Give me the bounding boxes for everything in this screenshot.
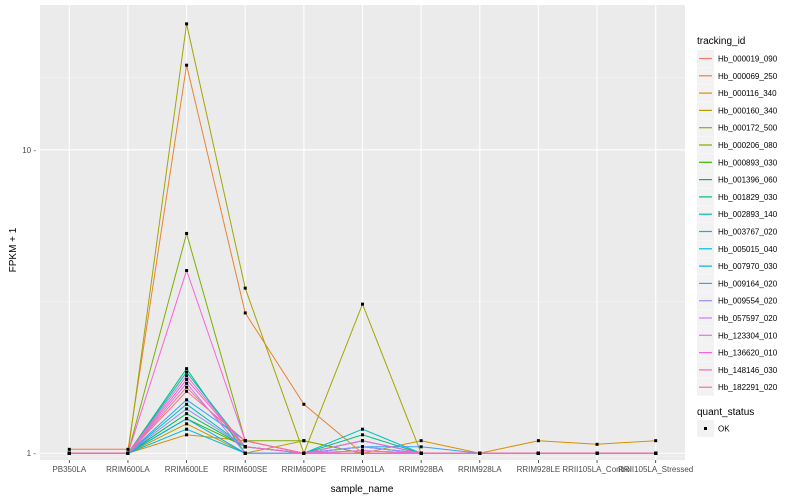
data-point bbox=[243, 445, 247, 449]
data-point bbox=[185, 417, 189, 421]
point-legend-swatch bbox=[704, 427, 707, 430]
x-tick-label: RRIM901LA bbox=[341, 465, 385, 474]
y-axis-title: FPKM + 1 bbox=[8, 227, 19, 272]
data-point bbox=[419, 439, 423, 443]
legend-label: Hb_148146_030 bbox=[718, 366, 778, 375]
x-tick-label: RRIM600PE bbox=[282, 465, 326, 474]
legend-label: Hb_000172_500 bbox=[718, 124, 778, 133]
data-point bbox=[302, 439, 306, 443]
data-point bbox=[419, 445, 423, 449]
data-point bbox=[185, 22, 189, 26]
data-point bbox=[185, 407, 189, 411]
x-tick-label: RRII105LA_Stressed bbox=[618, 465, 693, 474]
legend-label: Hb_057597_020 bbox=[718, 314, 778, 323]
data-point bbox=[478, 451, 482, 455]
grid-lines bbox=[40, 5, 685, 460]
y-tick-label: 10 - bbox=[22, 146, 36, 155]
data-point bbox=[361, 302, 364, 306]
point-legend-items: OK bbox=[697, 420, 730, 437]
legend-label: Hb_001396_060 bbox=[718, 176, 778, 185]
point-legend-label: OK bbox=[718, 425, 730, 434]
data-point bbox=[243, 286, 247, 290]
data-point bbox=[67, 447, 71, 451]
legend-label: Hb_007970_030 bbox=[718, 262, 778, 271]
data-point bbox=[185, 231, 189, 235]
legend-label: Hb_009164_020 bbox=[718, 279, 778, 288]
data-point bbox=[361, 433, 364, 437]
legend-label: Hb_000116_340 bbox=[718, 89, 777, 98]
data-point bbox=[185, 398, 189, 402]
data-point bbox=[185, 389, 189, 393]
y-axis-ticks: 1 - 10 - bbox=[22, 146, 36, 458]
data-point bbox=[536, 451, 540, 455]
data-point bbox=[361, 439, 364, 443]
legend-label: Hb_000893_030 bbox=[718, 158, 778, 167]
legend-label: Hb_000206_080 bbox=[718, 141, 778, 150]
data-point bbox=[126, 447, 130, 451]
x-tick-label: RRIM600SE bbox=[223, 465, 267, 474]
data-point bbox=[361, 427, 364, 431]
legend-items: Hb_000019_090 Hb_000069_250 Hb_000116_340 H… bbox=[697, 50, 778, 396]
data-point bbox=[185, 63, 189, 67]
point-legend-title: quant_status bbox=[697, 407, 754, 418]
x-tick-label: RRII105LA_Control bbox=[562, 465, 632, 474]
data-point bbox=[536, 439, 540, 443]
x-tick-label: RRIM928LE bbox=[517, 465, 561, 474]
x-tick-label: RRIM600LE bbox=[165, 465, 209, 474]
data-point bbox=[361, 451, 364, 455]
legend-label: Hb_123304_010 bbox=[718, 331, 778, 340]
data-point bbox=[185, 433, 189, 437]
legend-label: Hb_001829_030 bbox=[718, 193, 778, 202]
x-tick-label: RRIM928LA bbox=[458, 465, 502, 474]
x-tick-label: PB350LA bbox=[52, 465, 86, 474]
data-point bbox=[185, 377, 189, 381]
data-point bbox=[243, 311, 247, 315]
data-points bbox=[67, 22, 658, 455]
data-point bbox=[185, 422, 189, 426]
data-point bbox=[185, 381, 189, 385]
legend-label: Hb_000019_090 bbox=[718, 55, 778, 64]
data-point bbox=[654, 439, 658, 443]
x-tick-label: RRIM600LA bbox=[106, 465, 150, 474]
data-point bbox=[654, 451, 658, 455]
x-tick-label: RRIM928BA bbox=[399, 465, 444, 474]
legend-label: Hb_000160_340 bbox=[718, 106, 778, 115]
data-point bbox=[243, 439, 247, 443]
data-point bbox=[243, 451, 247, 455]
data-point bbox=[185, 402, 189, 406]
legend-label: Hb_005015_040 bbox=[718, 245, 778, 254]
legend-label: Hb_182291_020 bbox=[718, 383, 778, 392]
legend-label: Hb_009554_020 bbox=[718, 297, 778, 306]
data-point bbox=[185, 367, 189, 371]
legend: tracking_id Hb_000019_090Hb_000069_250Hb… bbox=[697, 36, 778, 437]
data-point bbox=[595, 442, 599, 446]
data-point bbox=[302, 402, 306, 406]
y-tick-label: 1 - bbox=[27, 449, 37, 458]
legend-label: Hb_136620_010 bbox=[718, 349, 778, 358]
data-point bbox=[419, 451, 423, 455]
data-point bbox=[126, 451, 130, 455]
data-point bbox=[361, 449, 364, 453]
data-point bbox=[185, 385, 189, 389]
data-point bbox=[185, 374, 189, 378]
data-point bbox=[185, 427, 189, 431]
legend-title: tracking_id bbox=[697, 36, 745, 47]
legend-label: Hb_000069_250 bbox=[718, 72, 778, 81]
data-point bbox=[185, 370, 189, 374]
data-point bbox=[361, 445, 364, 449]
data-point bbox=[185, 269, 189, 273]
data-point bbox=[595, 451, 599, 455]
legend-label: Hb_002893_140 bbox=[718, 210, 778, 219]
x-axis-title: sample_name bbox=[331, 484, 394, 495]
x-axis-ticks: PB350LA RRIM600LA RRIM600LE RRIM600SE RRIM60… bbox=[52, 460, 693, 474]
data-point bbox=[67, 451, 71, 455]
data-point bbox=[185, 412, 189, 416]
data-point bbox=[302, 451, 306, 455]
legend-label: Hb_003767_020 bbox=[718, 228, 778, 237]
